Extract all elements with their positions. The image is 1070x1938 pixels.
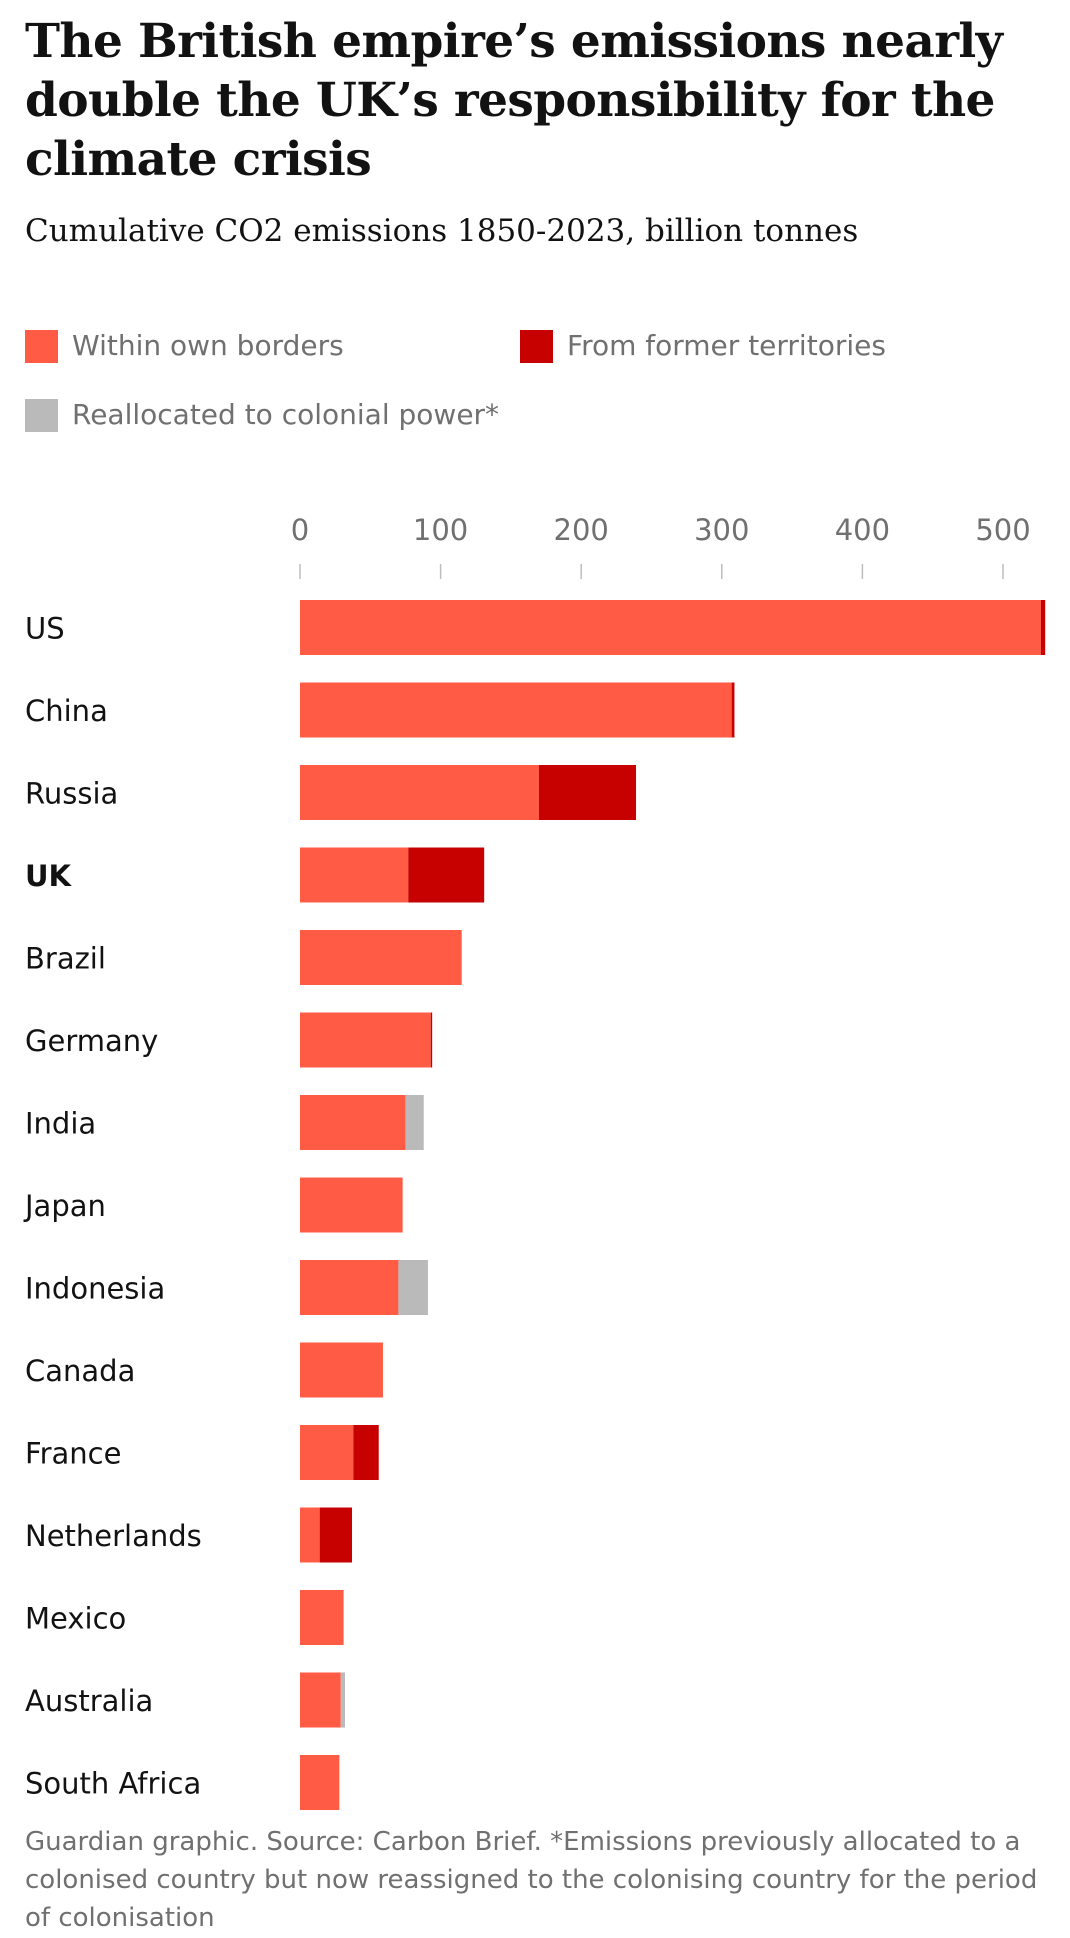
chart-title: The British empire’s emissions nearly do… [25, 14, 1003, 187]
x-axis-tick-label-500: 500 [975, 513, 1030, 547]
category-label-us: US [25, 612, 65, 646]
legend-item-within-own-borders: Within own borders [25, 329, 344, 363]
category-label-south-africa: South Africa [25, 1767, 201, 1801]
bar-south-africa-within-own-borders [300, 1755, 340, 1810]
bar-indonesia-within-own-borders [300, 1260, 399, 1315]
bar-germany-from-former-territories [430, 1012, 433, 1068]
bar-china-within-own-borders [300, 682, 732, 738]
legend-label-within-own-borders: Within own borders [72, 329, 344, 362]
chart-subtitle: Cumulative CO2 emissions 1850-2023, bill… [25, 213, 859, 249]
bar-us-from-former-territories [1040, 600, 1046, 655]
bar-uk-from-former-territories [408, 847, 485, 903]
category-label-australia: Australia [25, 1684, 153, 1718]
bar-us-within-own-borders [300, 600, 1041, 655]
x-axis-tick-label-0: 0 [291, 513, 309, 547]
x-axis-tick-label-100: 100 [413, 513, 468, 547]
legend-swatch-within-own-borders [25, 329, 58, 363]
category-label-uk: UK [25, 859, 73, 893]
category-label-russia: Russia [25, 777, 118, 811]
legend-label-reallocated-to-colonial-power: Reallocated to colonial power* [72, 398, 500, 431]
bar-canada-within-own-borders [300, 1342, 383, 1398]
bar-china-from-former-territories [731, 682, 735, 738]
legend-swatch-reallocated-to-colonial-power [25, 398, 58, 432]
bar-uk-within-own-borders [300, 847, 409, 903]
bar-france-within-own-borders [300, 1425, 354, 1480]
category-label-china: China [25, 694, 108, 728]
category-label-netherlands: Netherlands [25, 1519, 202, 1553]
category-label-mexico: Mexico [25, 1602, 126, 1636]
category-label-germany: Germany [25, 1024, 158, 1058]
bar-australia-reallocated-to-colonial-power [340, 1672, 345, 1728]
legend-item-from-former-territories: From former territories [520, 329, 886, 363]
bar-brazil-within-own-borders [300, 930, 462, 985]
bar-france-from-former-territories [353, 1425, 379, 1480]
category-label-india: India [25, 1107, 96, 1141]
x-axis-tick-label-200: 200 [554, 513, 609, 547]
legend-item-reallocated-to-colonial-power: Reallocated to colonial power* [25, 398, 499, 432]
bar-russia-within-own-borders [300, 765, 540, 820]
category-label-brazil: Brazil [25, 942, 106, 976]
category-label-japan: Japan [23, 1189, 106, 1223]
category-label-canada: Canada [25, 1354, 135, 1388]
bar-indonesia-reallocated-to-colonial-power [398, 1260, 428, 1315]
category-label-indonesia: Indonesia [25, 1272, 165, 1306]
bar-russia-from-former-territories [539, 765, 637, 820]
legend-swatch-from-former-territories [520, 329, 553, 363]
bar-mexico-within-own-borders [300, 1590, 344, 1645]
chart-footer-source-note: Guardian graphic. Source: Carbon Brief. … [25, 1827, 1038, 1933]
bar-india-reallocated-to-colonial-power [405, 1095, 424, 1150]
x-axis-tick-label-400: 400 [835, 513, 890, 547]
bar-japan-within-own-borders [300, 1177, 403, 1233]
bar-australia-within-own-borders [300, 1672, 341, 1728]
x-axis-tick-label-300: 300 [694, 513, 749, 547]
bar-chart: 0 100 200 300 400 500 US China Russia UK Brazil Ger… [23, 513, 1046, 1810]
bar-germany-within-own-borders [300, 1012, 431, 1068]
bar-netherlands-within-own-borders [300, 1507, 320, 1563]
bar-netherlands-from-former-territories [319, 1507, 353, 1563]
legend-label-from-former-territories: From former territories [567, 329, 886, 362]
category-label-france: France [25, 1437, 121, 1471]
bar-india-within-own-borders [300, 1095, 406, 1150]
